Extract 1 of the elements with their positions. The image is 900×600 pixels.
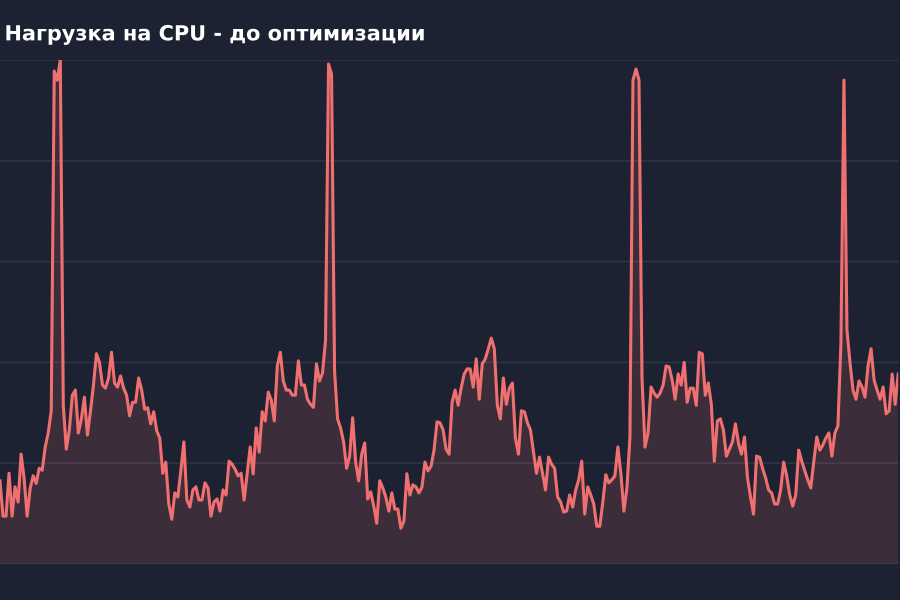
chart-title: Нагрузка на CPU - до оптимизации [6,24,424,45]
